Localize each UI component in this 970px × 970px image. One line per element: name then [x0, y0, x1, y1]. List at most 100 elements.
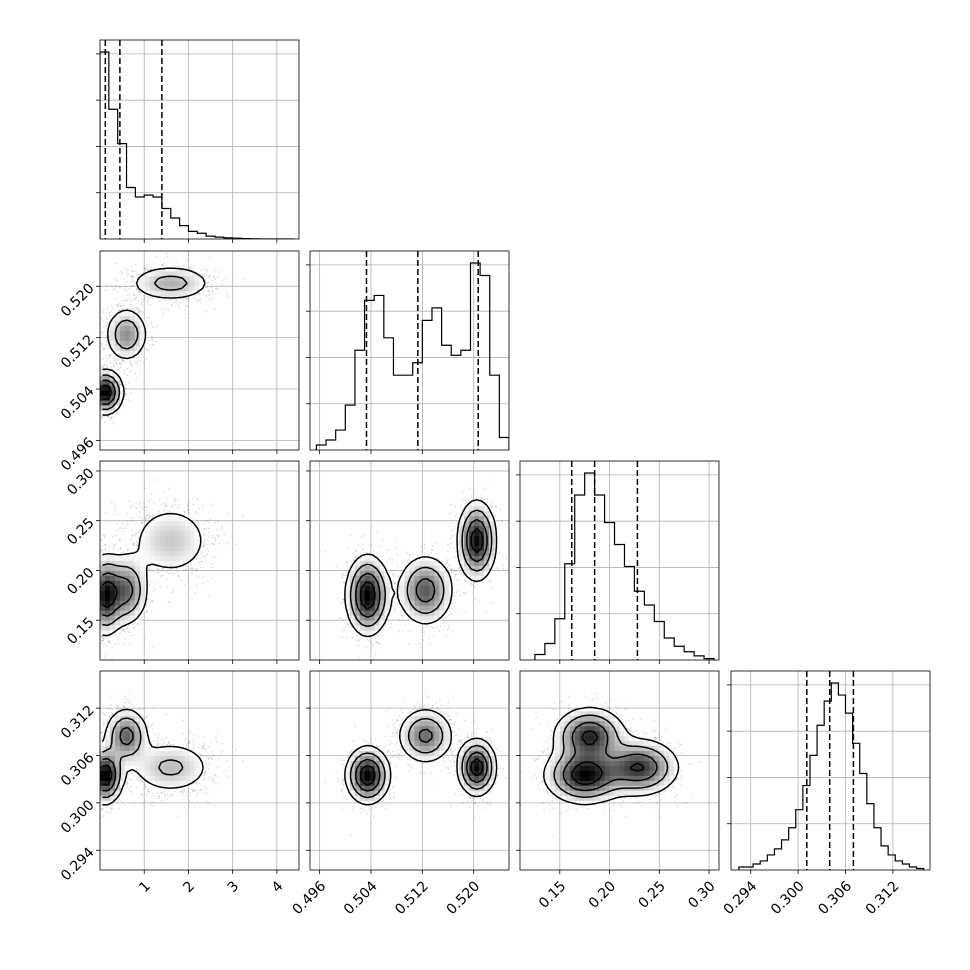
density-cell [119, 330, 126, 336]
scatter-point [103, 636, 106, 639]
scatter-point [213, 536, 216, 539]
scatter-point [137, 531, 140, 534]
contour-level [102, 379, 117, 405]
density-cell [154, 290, 161, 297]
scatter-point [118, 309, 121, 312]
scatter-point [114, 503, 116, 506]
scatter-point [218, 542, 221, 545]
scatter-point [177, 503, 180, 506]
scatter-point [148, 515, 151, 517]
scatter-point [150, 600, 153, 603]
scatter-point [183, 584, 186, 587]
scatter-point [148, 339, 151, 342]
scatter-point [118, 538, 121, 540]
scatter-point [184, 309, 186, 311]
scatter-point [191, 267, 193, 269]
scatter-point [214, 278, 217, 280]
density-cell [119, 390, 126, 396]
scatter-point [130, 364, 133, 367]
scatter-point [206, 286, 209, 288]
scatter-point [140, 302, 143, 305]
scatter-point [129, 643, 132, 646]
scatter-point [102, 347, 105, 350]
scatter-point [125, 268, 127, 271]
scatter-point [184, 313, 187, 316]
scatter-point [205, 543, 208, 546]
scatter-point [133, 294, 136, 296]
scatter-point [211, 290, 213, 293]
scatter-point [126, 374, 129, 377]
scatter-point [108, 640, 111, 643]
contour-level [102, 275, 188, 411]
scatter-point [110, 416, 112, 419]
scatter-point [212, 556, 215, 559]
scatter-point [103, 656, 106, 659]
scatter-point [126, 628, 128, 631]
scatter-point [168, 487, 171, 490]
scatter-point [129, 631, 131, 633]
scatter-point [214, 538, 217, 541]
scatter-point [131, 535, 134, 537]
scatter-point [136, 361, 138, 364]
scatter-point [105, 354, 108, 356]
scatter-point [152, 343, 155, 346]
scatter-point [108, 313, 111, 316]
scatter-point [108, 353, 111, 356]
scatter-point [144, 506, 147, 509]
scatter-point [146, 302, 149, 304]
scatter-point [143, 295, 146, 297]
scatter-point [126, 547, 129, 550]
scatter-point [138, 510, 141, 513]
density-cell [110, 345, 116, 351]
scatter-point [170, 505, 173, 508]
density-cell [184, 285, 190, 292]
scatter-point [179, 269, 182, 272]
scatter-point [166, 252, 169, 255]
scatter-point [149, 344, 151, 347]
scatter-point [103, 534, 106, 537]
scatter-point [191, 568, 194, 570]
y-tick-label: 0.496 [58, 435, 98, 475]
scatter-point [122, 629, 125, 632]
scatter-point [170, 261, 173, 263]
scatter-point [131, 275, 134, 277]
scatter-point [214, 521, 217, 524]
density-cell [154, 280, 161, 287]
scatter-point [117, 642, 120, 645]
scatter-point [123, 643, 125, 646]
scatter-point [152, 570, 155, 573]
density-cell [179, 270, 185, 277]
density-cell [139, 340, 146, 346]
scatter-point [150, 323, 153, 325]
scatter-point [145, 518, 148, 520]
scatter-point [152, 501, 155, 504]
scatter-point [104, 348, 107, 351]
density-cell [184, 275, 190, 282]
scatter-point [171, 505, 174, 508]
density-cell [110, 395, 116, 401]
density-cell [100, 380, 106, 386]
scatter-point [108, 641, 111, 644]
scatter-point [215, 287, 218, 290]
scatter-point [147, 342, 150, 345]
density-cell [139, 325, 146, 331]
scatter-point [177, 506, 179, 509]
density-cell [134, 320, 141, 326]
scatter-point [209, 563, 212, 565]
scatter-point [136, 288, 138, 291]
scatter-point [208, 276, 211, 279]
scatter-point [203, 545, 206, 548]
scatter-point [202, 532, 205, 535]
scatter-point [214, 269, 217, 271]
scatter-point [151, 568, 154, 571]
scatter-point [207, 290, 210, 293]
scatter-point [130, 634, 132, 637]
scatter-point [146, 299, 149, 302]
scatter-point [133, 284, 136, 287]
scatter-point [102, 365, 104, 368]
scatter-point [135, 522, 138, 524]
scatter-point [125, 393, 128, 396]
scatter-point [160, 575, 163, 578]
scatter-point [173, 499, 176, 502]
scatter-point [144, 516, 147, 518]
